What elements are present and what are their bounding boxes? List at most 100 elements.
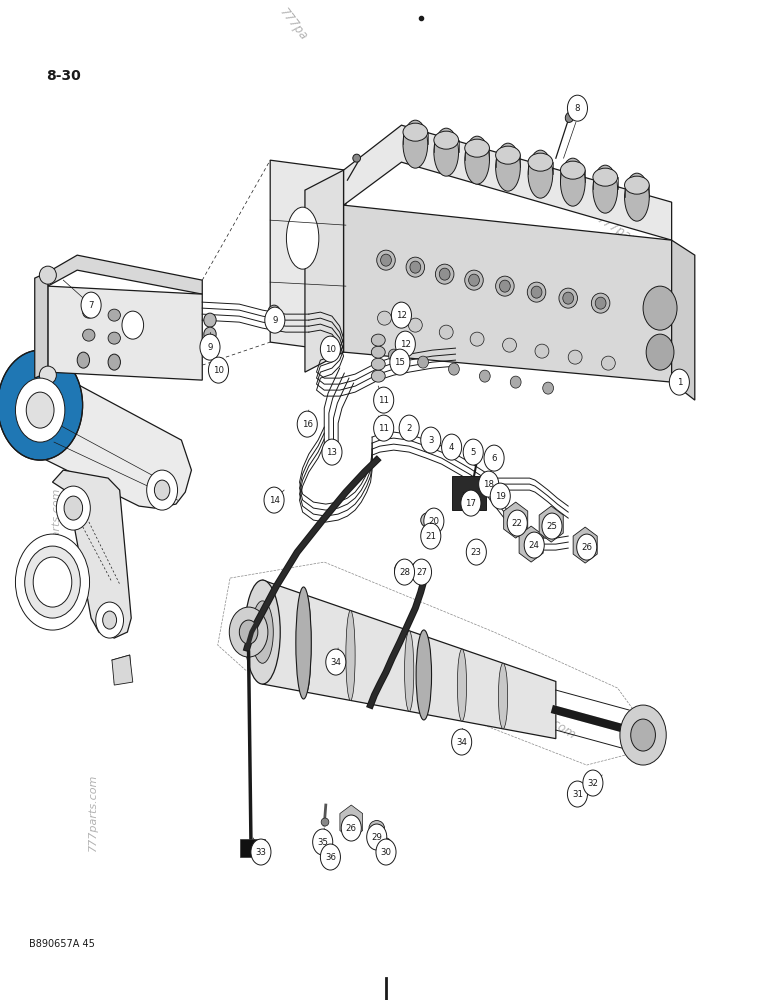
Text: 23: 23	[471, 548, 482, 557]
Circle shape	[229, 607, 268, 657]
Ellipse shape	[465, 136, 489, 184]
Text: 3: 3	[428, 436, 434, 445]
Ellipse shape	[353, 154, 361, 162]
Circle shape	[567, 781, 587, 807]
Circle shape	[147, 470, 178, 510]
Text: 27: 27	[416, 568, 427, 577]
Circle shape	[411, 559, 432, 585]
Ellipse shape	[591, 293, 610, 313]
Text: 777parts.com: 777parts.com	[88, 773, 97, 851]
Circle shape	[56, 486, 90, 530]
Ellipse shape	[346, 610, 355, 700]
Text: 22: 22	[512, 519, 523, 528]
Ellipse shape	[439, 325, 453, 339]
Text: 28: 28	[399, 568, 410, 577]
Circle shape	[108, 354, 120, 370]
Ellipse shape	[625, 176, 649, 194]
Ellipse shape	[108, 332, 120, 344]
Ellipse shape	[535, 344, 549, 358]
Polygon shape	[48, 286, 202, 380]
Ellipse shape	[296, 587, 311, 699]
Circle shape	[376, 839, 396, 865]
Ellipse shape	[565, 112, 574, 122]
Text: 26: 26	[346, 824, 357, 833]
Circle shape	[583, 770, 603, 796]
Text: 5: 5	[470, 448, 476, 457]
Ellipse shape	[405, 631, 414, 711]
Ellipse shape	[422, 527, 437, 542]
Ellipse shape	[593, 165, 618, 213]
Ellipse shape	[377, 250, 395, 270]
Text: 1: 1	[676, 378, 682, 387]
Ellipse shape	[625, 173, 649, 221]
Text: 777parts.com: 777parts.com	[595, 213, 671, 267]
Circle shape	[64, 496, 83, 520]
Ellipse shape	[465, 270, 483, 290]
Ellipse shape	[204, 313, 216, 327]
Ellipse shape	[403, 120, 428, 168]
Ellipse shape	[39, 366, 56, 384]
Circle shape	[374, 415, 394, 441]
Ellipse shape	[435, 264, 454, 284]
Ellipse shape	[560, 158, 585, 206]
Ellipse shape	[457, 649, 466, 721]
Ellipse shape	[268, 305, 280, 319]
Polygon shape	[672, 240, 695, 400]
Circle shape	[25, 546, 80, 618]
Text: 19: 19	[495, 492, 506, 501]
Text: 9: 9	[273, 316, 277, 325]
Circle shape	[390, 349, 410, 375]
Ellipse shape	[411, 561, 428, 579]
Circle shape	[320, 844, 340, 870]
Ellipse shape	[496, 146, 520, 164]
Circle shape	[251, 839, 271, 865]
Circle shape	[15, 534, 90, 630]
Ellipse shape	[371, 334, 385, 346]
Circle shape	[320, 336, 340, 362]
Polygon shape	[262, 580, 556, 739]
Text: 30: 30	[381, 848, 391, 857]
Circle shape	[421, 523, 441, 549]
Text: 8: 8	[574, 104, 581, 113]
Text: 12: 12	[396, 311, 407, 320]
Text: B890657A 45: B890657A 45	[29, 939, 95, 949]
Ellipse shape	[204, 327, 216, 341]
Ellipse shape	[510, 376, 521, 388]
Ellipse shape	[369, 821, 384, 836]
Ellipse shape	[527, 282, 546, 302]
Ellipse shape	[321, 818, 329, 826]
Circle shape	[452, 729, 472, 755]
Polygon shape	[305, 170, 344, 372]
Ellipse shape	[563, 292, 574, 304]
Text: 7: 7	[88, 301, 94, 310]
Text: 12: 12	[400, 340, 411, 349]
Circle shape	[424, 508, 444, 534]
Circle shape	[391, 302, 411, 328]
Text: 32: 32	[587, 779, 598, 788]
Ellipse shape	[286, 207, 319, 269]
Ellipse shape	[108, 309, 120, 321]
Circle shape	[620, 705, 666, 765]
Ellipse shape	[371, 370, 385, 382]
Ellipse shape	[601, 356, 615, 370]
Circle shape	[646, 334, 674, 370]
Circle shape	[395, 331, 415, 357]
Circle shape	[341, 815, 361, 841]
Text: 16: 16	[302, 420, 313, 429]
Ellipse shape	[381, 254, 391, 266]
Polygon shape	[112, 655, 133, 685]
Ellipse shape	[39, 266, 56, 284]
Ellipse shape	[434, 131, 459, 149]
Polygon shape	[344, 125, 672, 240]
Polygon shape	[52, 470, 131, 638]
Text: 11: 11	[378, 424, 389, 433]
Text: 20: 20	[428, 517, 439, 526]
Circle shape	[322, 439, 342, 465]
Circle shape	[313, 829, 333, 855]
Ellipse shape	[388, 349, 399, 361]
Text: 33: 33	[256, 848, 266, 857]
Ellipse shape	[418, 356, 428, 368]
Circle shape	[507, 510, 527, 536]
Text: 9: 9	[208, 343, 212, 352]
Circle shape	[122, 311, 144, 339]
